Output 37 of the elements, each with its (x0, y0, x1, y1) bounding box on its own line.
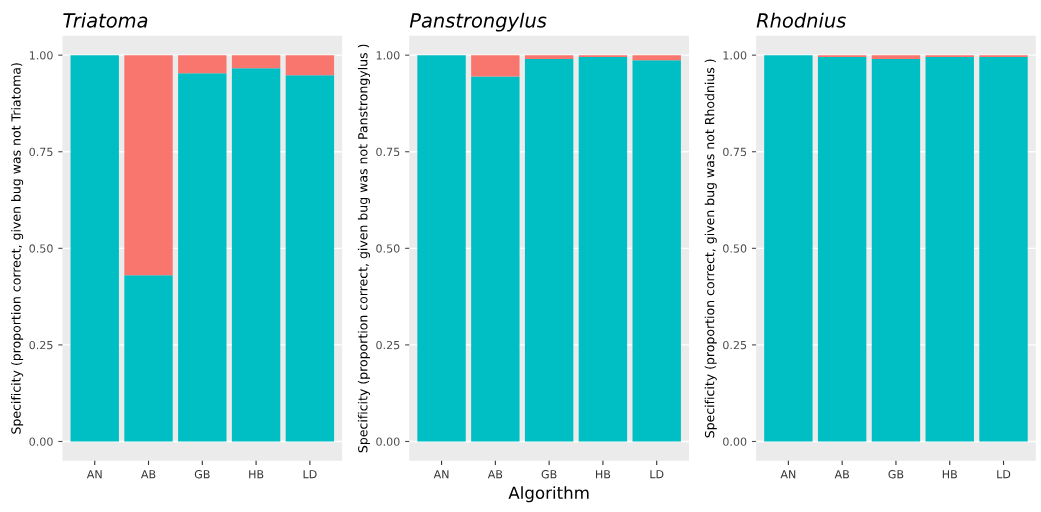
y-tick-label: 1.00 (376, 51, 400, 60)
y-tick-label: 0.00 (723, 437, 747, 446)
y-tick-label: 1.00 (29, 51, 53, 60)
y-tick-label: 0.50 (723, 244, 747, 253)
x-tick-label: HB (942, 470, 957, 479)
y-axis-title: Specificity (proportion correct, given bug was not Triatoma) (11, 63, 24, 434)
y-tick-label: 0.25 (723, 340, 747, 350)
y-tick-label: 0.75 (723, 147, 747, 157)
x-tick-label: LD (650, 470, 664, 479)
y-tick-label: 0.25 (29, 340, 53, 350)
x-tick-label: LD (303, 470, 317, 479)
y-tick-label: 1.00 (723, 51, 747, 60)
chart-title: Panstrongylus (409, 12, 547, 32)
y-tick-label: 0.50 (29, 244, 53, 253)
y-axis-title: Specificity (proportion correct, given bug was not Panstrongylus ) (357, 44, 370, 453)
x-tick-label: AN (780, 470, 796, 479)
x-tick-label: HB (596, 470, 611, 479)
x-tick-label: AB (140, 470, 156, 479)
x-axis-title: Algorithm (508, 486, 589, 503)
y-tick-label: 0.00 (29, 437, 53, 446)
y-axis-title: Specificity (proportion correct, given bug was not Rhodnius ) (704, 59, 717, 438)
x-tick-label: AN (86, 470, 102, 479)
x-tick-label: LD (997, 470, 1011, 479)
x-tick-label: GB (541, 470, 557, 479)
x-tick-label: GB (194, 470, 210, 479)
x-tick-label: AB (487, 470, 503, 479)
chart-title: Rhodnius (756, 12, 846, 28)
x-tick-label: AB (834, 470, 849, 479)
y-tick-label: 0.75 (376, 147, 400, 157)
x-tick-label: HB (249, 470, 264, 479)
y-tick-label: 0.75 (29, 147, 53, 157)
y-tick-label: 0.00 (376, 437, 400, 446)
x-tick-label: GB (888, 470, 904, 479)
y-tick-label: 0.25 (376, 340, 400, 350)
y-tick-label: 0.50 (376, 244, 400, 253)
chart-title: Triatoma (63, 12, 148, 28)
x-tick-label: AN (433, 470, 449, 479)
